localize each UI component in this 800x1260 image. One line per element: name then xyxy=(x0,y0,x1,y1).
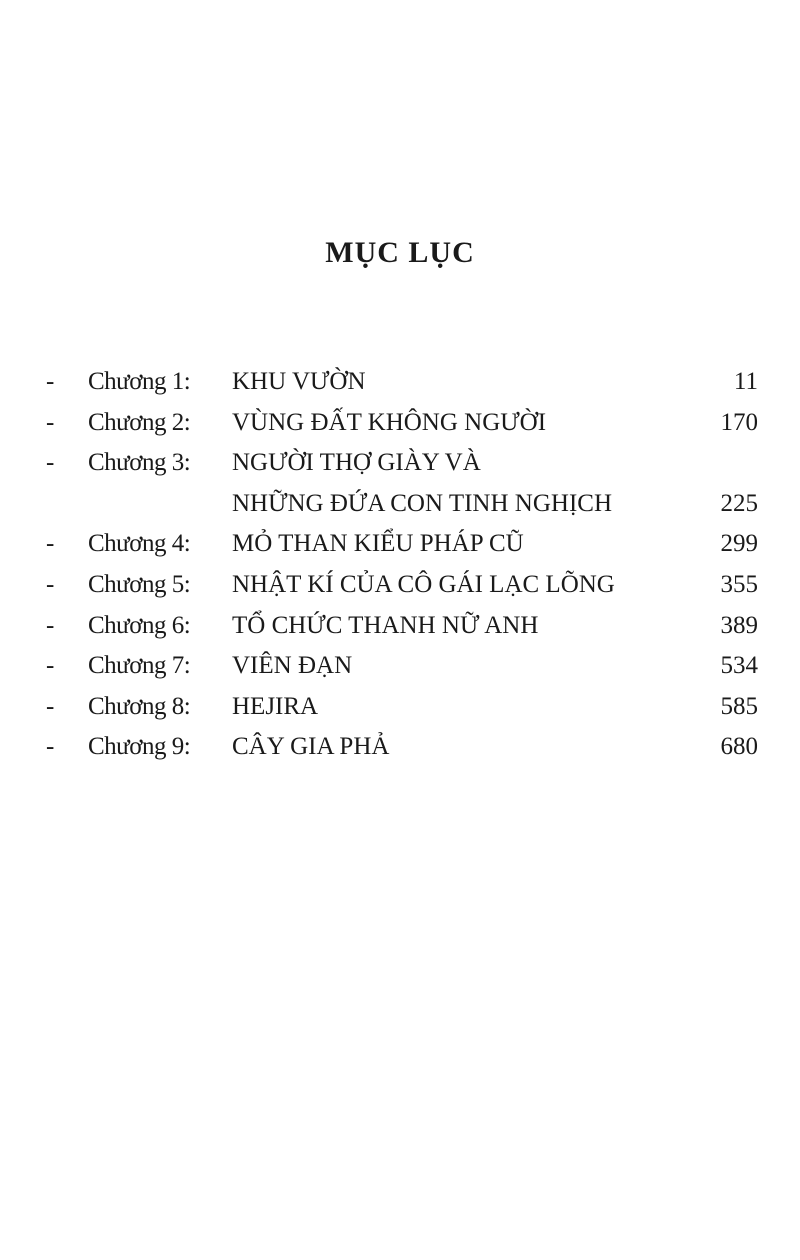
entry-dash: - xyxy=(46,570,55,598)
toc-entry: - Chương 8: HEJIRA 585 xyxy=(0,687,800,728)
page-number: 680 xyxy=(720,733,759,761)
chapter-title: MỎ THAN KIỂU PHÁP CŨ xyxy=(232,530,524,558)
entry-dash: - xyxy=(46,368,55,395)
chapter-label: Chương 8: xyxy=(88,692,191,720)
chapter-label: Chương 5: xyxy=(88,570,191,598)
page-number: 170 xyxy=(720,408,759,436)
chapter-label: Chương 9: xyxy=(88,733,191,761)
chapter-label: Chương 2: xyxy=(88,408,191,436)
chapter-title: KHU VƯỜN xyxy=(232,368,366,395)
page-number: 11 xyxy=(733,368,758,395)
chapter-label: Chương 6: xyxy=(88,611,191,639)
entry-dash: - xyxy=(46,530,55,558)
toc-entry: - Chương 7: VIÊN ĐẠN 534 xyxy=(0,646,800,687)
page-number: 585 xyxy=(720,692,759,720)
page-number: 534 xyxy=(720,652,759,680)
toc-entry: - Chương 5: NHẬT KÍ CỦA CÔ GÁI LẠC LÕNG 355 xyxy=(0,565,800,606)
chapter-title: CÂY GIA PHẢ xyxy=(232,733,390,761)
entry-dash: - xyxy=(46,611,55,639)
chapter-label: Chương 7: xyxy=(88,652,191,680)
page-title: MỤC LỤC xyxy=(325,236,475,269)
chapter-title: HEJIRA xyxy=(232,692,319,720)
entry-dash: - xyxy=(46,408,55,436)
toc-entry: - Chương 9: CÂY GIA PHẢ 680 xyxy=(0,727,800,768)
page-number: 299 xyxy=(720,530,759,558)
toc-entry: - Chương 2: VÙNG ĐẤT KHÔNG NGƯỜI 170 xyxy=(0,403,800,444)
chapter-label: Chương 4: xyxy=(88,530,191,558)
chapter-title: VIÊN ĐẠN xyxy=(232,652,353,680)
chapter-title: VÙNG ĐẤT KHÔNG NGƯỜI xyxy=(232,408,547,436)
chapter-title: NGƯỜI THỢ GIÀY VÀ xyxy=(232,449,481,477)
chapter-title: NHỮNG ĐỨA CON TINH NGHỊCH xyxy=(232,489,612,517)
entry-dash: - xyxy=(46,692,55,720)
entry-dash: - xyxy=(46,652,55,680)
toc-entry: - Chương 3: NGƯỜI THỢ GIÀY VÀ NHỮNG ĐỨA CON… xyxy=(0,443,800,524)
chapter-title: NHẬT KÍ CỦA CÔ GÁI LẠC LÕNG xyxy=(232,570,615,598)
page-number: 225 xyxy=(720,489,759,517)
entry-dash: - xyxy=(46,449,55,477)
toc-entry: - Chương 6: TỔ CHỨC THANH NỮ ANH 389 xyxy=(0,606,800,647)
page-number: 389 xyxy=(720,611,759,639)
toc-entry: - Chương 1: KHU VƯỜN 11 xyxy=(0,362,800,403)
entry-dash: - xyxy=(46,733,55,761)
chapter-label: Chương 3: xyxy=(88,449,191,477)
chapter-title: TỔ CHỨC THANH NỮ ANH xyxy=(232,611,539,639)
page-number: 355 xyxy=(720,570,759,598)
table-of-contents: - Chương 1: KHU VƯỜN 11 - Chương 2: VÙNG ĐẤT K… xyxy=(0,362,800,768)
chapter-label: Chương 1: xyxy=(88,368,191,395)
toc-entry: - Chương 4: MỎ THAN KIỂU PHÁP CŨ 299 xyxy=(0,524,800,565)
